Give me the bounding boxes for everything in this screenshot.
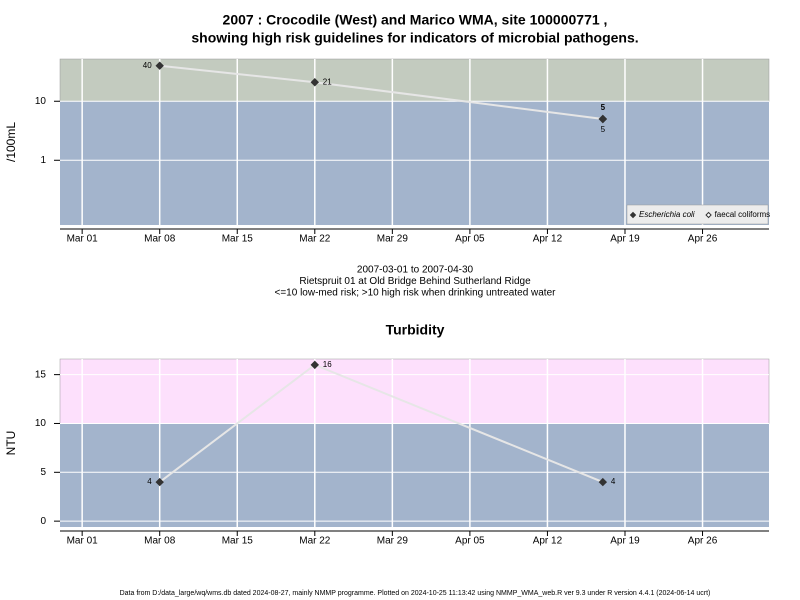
low-risk-band bbox=[60, 101, 769, 225]
x-tick-label: Apr 05 bbox=[455, 234, 485, 245]
data-point bbox=[155, 477, 164, 487]
data-point bbox=[155, 61, 164, 70]
data-point bbox=[598, 477, 608, 487]
x-tick-label: Mar 22 bbox=[299, 536, 331, 547]
legend-marker bbox=[705, 211, 712, 219]
footer: Data from D:/data_large/wq/wms.db dated … bbox=[120, 590, 711, 597]
note: <=10 low-med risk; >10 high risk when dr… bbox=[275, 288, 557, 299]
data-point bbox=[310, 78, 320, 87]
legend-marker bbox=[629, 211, 637, 219]
legend-box bbox=[626, 204, 769, 225]
data-label: 5 bbox=[601, 125, 606, 134]
note: 2007-03-01 to 2007-04-30 bbox=[357, 265, 474, 276]
y-tick-label: 0 bbox=[40, 516, 46, 527]
chart-title: showing high risk guidelines for indicat… bbox=[191, 30, 638, 46]
legend-label: faecal coliforms bbox=[715, 210, 771, 219]
y-tick-label: 10 bbox=[35, 96, 47, 107]
x-tick-label: Mar 15 bbox=[222, 536, 254, 547]
x-tick-label: Mar 15 bbox=[222, 234, 254, 245]
chart-title: Turbidity bbox=[386, 322, 445, 338]
data-label: 40 bbox=[143, 61, 152, 70]
chart-title: 2007 : Crocodile (West) and Marico WMA, … bbox=[223, 12, 608, 28]
x-tick-label: Mar 22 bbox=[299, 234, 331, 245]
x-tick-label: Mar 01 bbox=[67, 536, 99, 547]
x-tick-label: Apr 12 bbox=[533, 234, 563, 245]
x-tick-label: Mar 29 bbox=[377, 234, 409, 245]
x-tick-label: Apr 19 bbox=[610, 234, 640, 245]
data-label: 4 bbox=[147, 477, 152, 486]
low-risk-band bbox=[60, 423, 769, 527]
x-tick-label: Apr 19 bbox=[610, 536, 640, 547]
y-tick-label: 15 bbox=[35, 369, 47, 380]
y-tick-label: 5 bbox=[40, 467, 46, 478]
x-tick-label: Mar 08 bbox=[144, 234, 176, 245]
x-tick-label: Mar 08 bbox=[144, 536, 176, 547]
data-point bbox=[310, 360, 320, 370]
x-tick-label: Apr 26 bbox=[688, 536, 718, 547]
x-tick-label: Apr 12 bbox=[533, 536, 563, 547]
x-tick-label: Mar 01 bbox=[67, 234, 99, 245]
x-tick-label: Apr 26 bbox=[688, 234, 718, 245]
note: Rietspruit 01 at Old Bridge Behind Suthe… bbox=[299, 276, 531, 287]
x-tick-label: Apr 05 bbox=[455, 536, 485, 547]
y-tick-label: 10 bbox=[35, 418, 47, 429]
data-label: 5 bbox=[601, 103, 606, 112]
y-axis-label: /100mL bbox=[4, 122, 18, 162]
x-tick-label: Mar 29 bbox=[377, 536, 409, 547]
y-axis-label: NTU bbox=[4, 431, 18, 456]
data-label: 21 bbox=[323, 77, 332, 86]
y-tick-label: 1 bbox=[40, 155, 46, 166]
high-risk-band bbox=[59, 358, 770, 424]
legend-label: Escherichia coli bbox=[639, 210, 695, 219]
data-label: 4 bbox=[611, 477, 616, 486]
data-point bbox=[598, 114, 608, 124]
data-label: 16 bbox=[323, 360, 332, 369]
